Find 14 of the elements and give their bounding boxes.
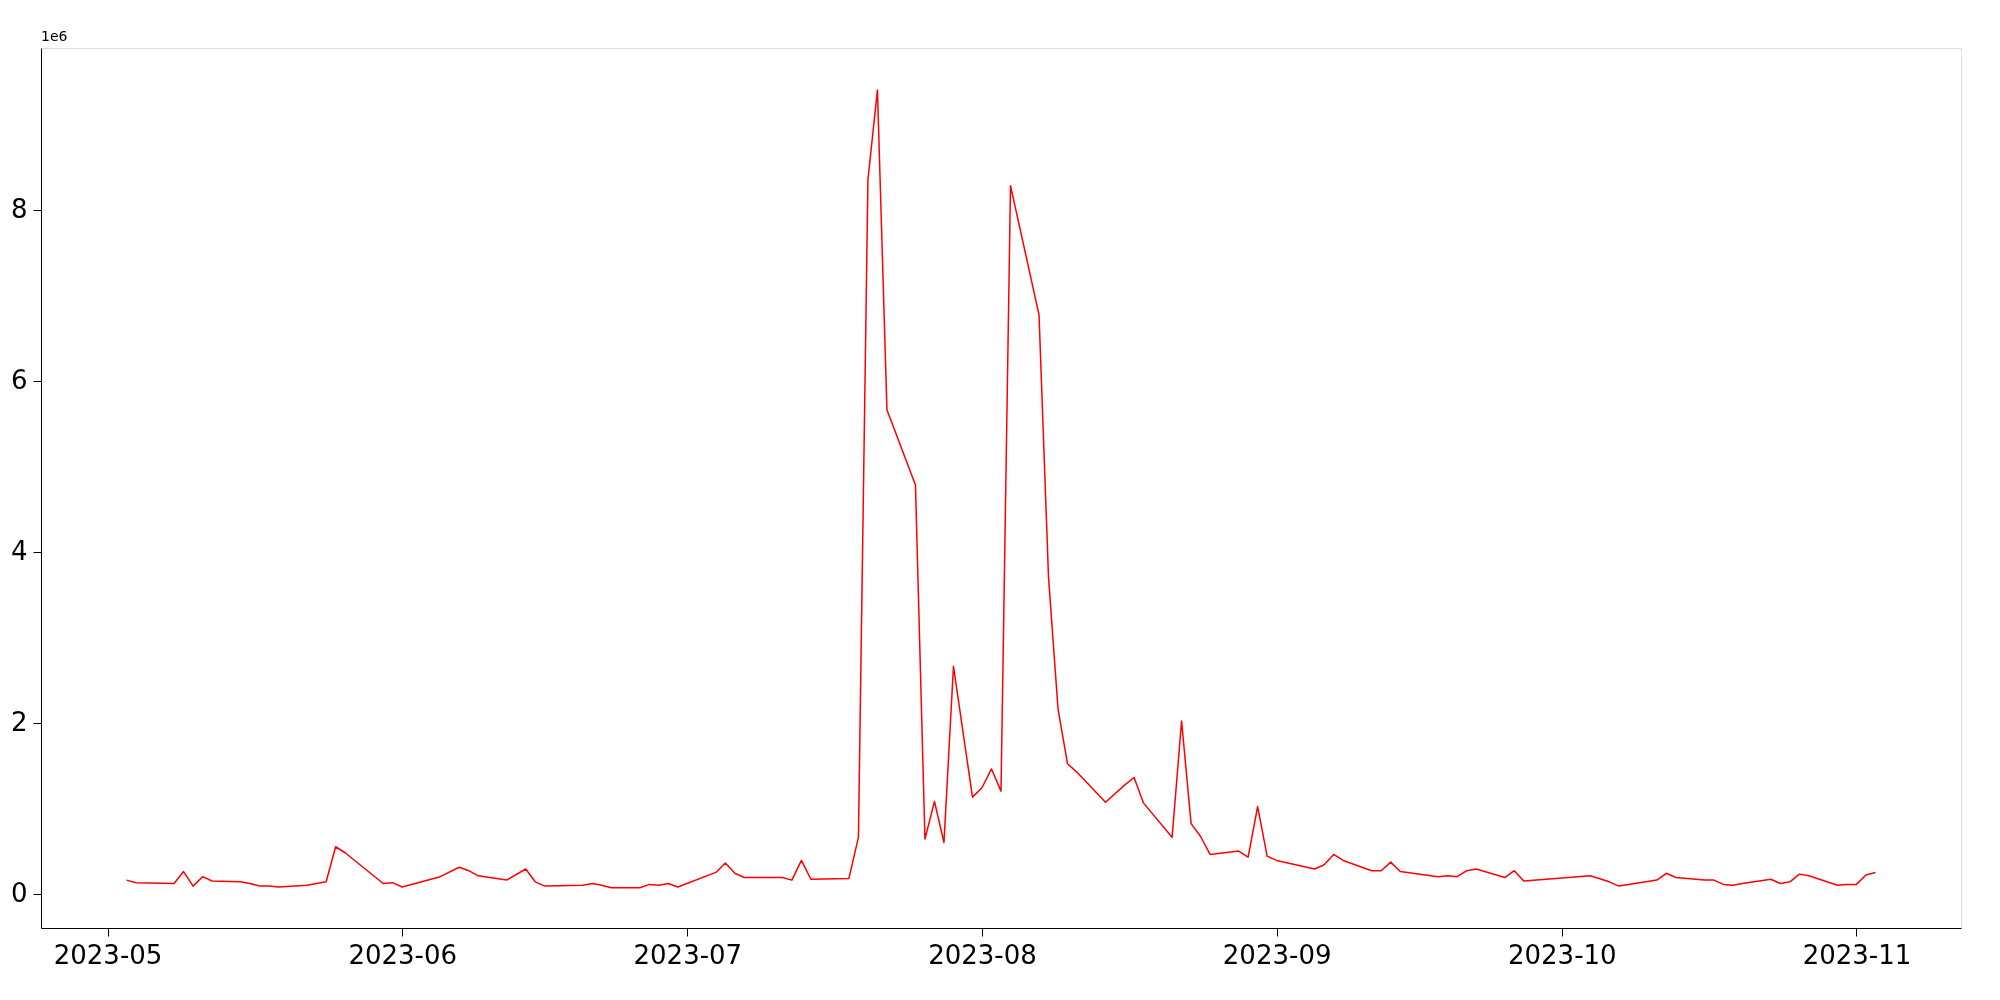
x-tick-label: 2023-09: [1222, 939, 1332, 970]
x-tick-label: 2023-08: [928, 939, 1037, 970]
text: 1e6: [41, 28, 68, 44]
x-tick-label: 2023-07: [633, 939, 743, 970]
y-tick-label: 8: [10, 194, 28, 225]
x-tick-label: 2023-05: [53, 939, 163, 970]
x-tick-label: 2023-10: [1507, 939, 1617, 970]
y-tick-label: 6: [10, 365, 28, 396]
y-tick-label: 0: [10, 878, 28, 909]
y-tick-label: 2: [10, 707, 28, 738]
x-tick-label: 2023-06: [348, 939, 458, 970]
x-tick-label: 2023-11: [1802, 939, 1912, 970]
line-series: [125, 89, 1877, 889]
y-tick-label: 4: [10, 536, 28, 567]
